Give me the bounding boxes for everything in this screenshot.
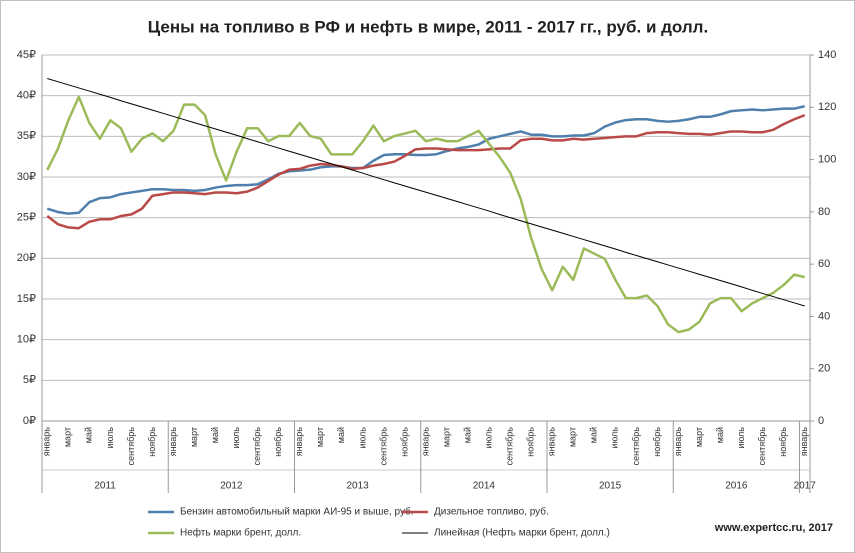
x-tick-label: июль	[483, 427, 493, 449]
x-tick-label: июль	[736, 427, 746, 449]
legend-label: Дизельное топливо, руб.	[434, 506, 549, 518]
y2-tick-label: 0	[818, 415, 824, 427]
y2-tick-label: 120	[818, 101, 836, 113]
y-tick-label: 5₽	[23, 374, 36, 386]
y2-tick-label: 20	[818, 363, 830, 375]
x-tick-label: сентябрь	[631, 427, 641, 466]
x-tick-label: март	[568, 427, 578, 447]
y2-tick-label: 40	[818, 310, 830, 322]
x-tick-label: май	[336, 427, 346, 443]
x-tick-label: март	[694, 427, 704, 447]
year-label: 2012	[220, 481, 243, 492]
y-tick-label: 35₽	[17, 130, 36, 142]
x-tick-label: май	[462, 427, 472, 443]
x-tick-label: сентябрь	[378, 427, 388, 466]
x-tick-label: сентябрь	[252, 427, 262, 466]
y-tick-label: 40₽	[17, 90, 36, 102]
x-tick-label: март	[315, 427, 325, 447]
y-tick-label: 0₽	[23, 415, 36, 427]
y-tick-label: 10₽	[17, 334, 36, 346]
y2-tick-label: 100	[818, 153, 836, 165]
x-tick-label: январь	[799, 427, 809, 457]
source: www.expertcc.ru, 2017	[714, 522, 833, 534]
x-tick-label: сентябрь	[757, 427, 767, 466]
x-tick-label: ноябрь	[147, 427, 157, 457]
y-tick-label: 30₽	[17, 171, 36, 183]
x-tick-label: май	[210, 427, 220, 443]
x-tick-label: январь	[294, 427, 304, 457]
series-line	[46, 114, 806, 230]
x-tick-label: июль	[610, 427, 620, 449]
y2-tick-label: 80	[818, 206, 830, 218]
x-tick-label: сентябрь	[126, 427, 136, 466]
year-label: 2011	[94, 481, 116, 492]
legend-label: Нефть марки брент, долл.	[180, 527, 301, 539]
y-tick-label: 20₽	[17, 252, 36, 264]
x-tick-label: март	[189, 427, 199, 447]
x-tick-label: май	[84, 427, 94, 443]
y-tick-label: 25₽	[17, 212, 36, 224]
x-tick-label: сентябрь	[505, 427, 515, 466]
y-tick-label: 45₽	[17, 49, 36, 61]
year-label: 2013	[346, 481, 369, 492]
y2-tick-label: 140	[818, 49, 836, 61]
x-tick-label: январь	[547, 427, 557, 457]
y2-tick-label: 60	[818, 258, 830, 270]
x-tick-label: март	[441, 427, 451, 447]
x-tick-label: январь	[168, 427, 178, 457]
legend-label: Линейная (Нефть марки брент, долл.)	[434, 527, 610, 539]
x-tick-label: ноябрь	[526, 427, 536, 457]
x-tick-label: январь	[42, 427, 52, 457]
chart-title: Цены на топливо в РФ и нефть в мире, 201…	[148, 17, 708, 36]
year-label: 2014	[473, 481, 496, 492]
legend-label: Бензин автомобильный марки АИ-95 и выше,…	[180, 506, 414, 518]
x-tick-label: ноябрь	[652, 427, 662, 457]
series-line	[47, 78, 805, 307]
x-tick-label: ноябрь	[273, 427, 283, 457]
year-label: 2016	[725, 481, 748, 492]
x-tick-label: май	[589, 427, 599, 443]
y-tick-label: 15₽	[17, 293, 36, 305]
series-line	[46, 95, 806, 334]
x-tick-label: июль	[105, 427, 115, 449]
series-line	[46, 105, 806, 215]
x-tick-label: май	[715, 427, 725, 443]
x-tick-label: июль	[357, 427, 367, 449]
year-label: 2017	[794, 481, 817, 492]
x-tick-label: июль	[231, 427, 241, 449]
x-tick-label: ноябрь	[399, 427, 409, 457]
year-label: 2015	[599, 481, 622, 492]
x-tick-label: март	[63, 427, 73, 447]
x-tick-label: ноябрь	[778, 427, 788, 457]
x-tick-label: январь	[673, 427, 683, 457]
x-tick-label: январь	[420, 427, 430, 457]
